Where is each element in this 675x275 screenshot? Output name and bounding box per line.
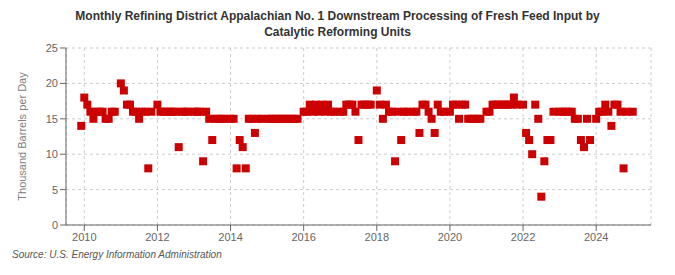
svg-text:2010: 2010 xyxy=(72,231,96,243)
svg-text:2022: 2022 xyxy=(511,231,535,243)
svg-text:25: 25 xyxy=(46,42,58,54)
svg-text:Thousand Barrels per Day: Thousand Barrels per Day xyxy=(16,72,28,201)
svg-text:2018: 2018 xyxy=(365,231,389,243)
svg-text:5: 5 xyxy=(52,184,58,196)
svg-text:2014: 2014 xyxy=(218,231,242,243)
svg-text:15: 15 xyxy=(46,113,58,125)
svg-text:2020: 2020 xyxy=(438,231,462,243)
svg-text:0: 0 xyxy=(52,219,58,231)
svg-text:2012: 2012 xyxy=(145,231,169,243)
svg-text:10: 10 xyxy=(46,148,58,160)
svg-text:2016: 2016 xyxy=(291,231,315,243)
svg-text:20: 20 xyxy=(46,77,58,89)
html-text:Monthly Refining District Appa: Monthly Refining District Appalachian No… xyxy=(75,9,600,39)
svg-text:2024: 2024 xyxy=(584,231,608,243)
html-text:Source: U.S. Energy Informatio: Source: U.S. Energy Information Administ… xyxy=(12,249,222,260)
